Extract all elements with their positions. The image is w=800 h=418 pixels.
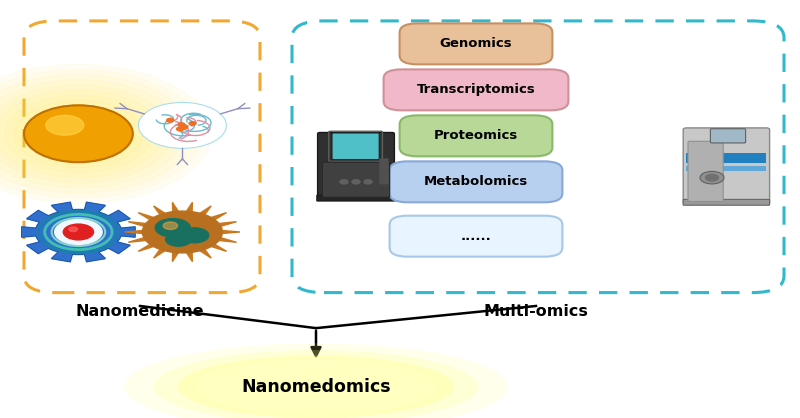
Circle shape <box>706 174 718 181</box>
FancyBboxPatch shape <box>683 128 770 204</box>
Polygon shape <box>200 206 211 215</box>
Circle shape <box>163 222 178 229</box>
Circle shape <box>0 64 211 203</box>
Circle shape <box>189 122 196 125</box>
FancyBboxPatch shape <box>317 195 395 201</box>
FancyBboxPatch shape <box>332 133 379 160</box>
Ellipse shape <box>124 343 508 418</box>
Ellipse shape <box>178 355 454 418</box>
Circle shape <box>142 211 222 253</box>
Circle shape <box>0 69 202 198</box>
Circle shape <box>0 75 191 193</box>
Circle shape <box>180 228 209 243</box>
Text: Transcriptomics: Transcriptomics <box>417 83 535 97</box>
FancyBboxPatch shape <box>688 141 723 201</box>
FancyBboxPatch shape <box>24 21 260 293</box>
Polygon shape <box>219 222 237 226</box>
Circle shape <box>63 224 94 240</box>
Ellipse shape <box>196 359 436 414</box>
Polygon shape <box>222 231 240 233</box>
Polygon shape <box>128 238 146 242</box>
Polygon shape <box>154 206 165 215</box>
Circle shape <box>0 90 162 178</box>
Polygon shape <box>128 222 146 226</box>
FancyBboxPatch shape <box>399 23 552 64</box>
Text: Metabolomics: Metabolomics <box>424 175 528 189</box>
Circle shape <box>69 227 78 232</box>
Circle shape <box>0 80 182 188</box>
FancyBboxPatch shape <box>384 69 568 110</box>
FancyBboxPatch shape <box>318 133 394 200</box>
Polygon shape <box>138 213 154 220</box>
Circle shape <box>364 180 372 184</box>
Circle shape <box>177 127 183 131</box>
Text: Nanomedicine: Nanomedicine <box>76 304 204 319</box>
Polygon shape <box>211 213 226 220</box>
Polygon shape <box>219 238 237 242</box>
FancyBboxPatch shape <box>683 199 770 205</box>
FancyBboxPatch shape <box>390 216 562 257</box>
Circle shape <box>352 180 360 184</box>
Text: Proteomics: Proteomics <box>434 129 518 143</box>
Text: Nanomedomics: Nanomedomics <box>241 377 391 396</box>
Text: Multi-omics: Multi-omics <box>483 304 589 319</box>
Circle shape <box>24 105 133 162</box>
Circle shape <box>138 102 226 148</box>
Circle shape <box>178 123 185 127</box>
Polygon shape <box>172 202 178 212</box>
Circle shape <box>155 219 190 237</box>
FancyBboxPatch shape <box>710 129 746 143</box>
Circle shape <box>54 219 102 245</box>
FancyBboxPatch shape <box>322 162 390 197</box>
Circle shape <box>166 233 191 246</box>
Polygon shape <box>200 249 211 258</box>
Circle shape <box>181 125 188 129</box>
FancyBboxPatch shape <box>390 161 562 202</box>
FancyBboxPatch shape <box>686 166 766 171</box>
Polygon shape <box>186 252 193 262</box>
Polygon shape <box>172 252 178 262</box>
Polygon shape <box>186 202 193 212</box>
Circle shape <box>14 100 142 167</box>
FancyBboxPatch shape <box>399 115 552 156</box>
Circle shape <box>340 180 348 184</box>
Circle shape <box>5 95 152 172</box>
Polygon shape <box>138 244 154 251</box>
Polygon shape <box>154 249 165 258</box>
Polygon shape <box>22 202 135 262</box>
FancyBboxPatch shape <box>379 158 389 184</box>
Polygon shape <box>125 231 142 233</box>
Text: Genomics: Genomics <box>440 37 512 51</box>
Circle shape <box>0 85 172 183</box>
Ellipse shape <box>154 350 478 418</box>
Text: ......: ...... <box>461 229 491 243</box>
FancyBboxPatch shape <box>292 21 784 293</box>
Circle shape <box>46 115 84 135</box>
Polygon shape <box>211 244 226 251</box>
Circle shape <box>166 118 174 122</box>
FancyBboxPatch shape <box>686 153 766 163</box>
Circle shape <box>700 171 724 184</box>
